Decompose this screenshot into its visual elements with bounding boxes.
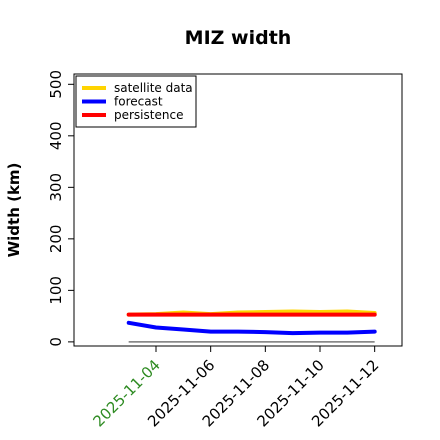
y-tick-label: 0 bbox=[47, 337, 65, 347]
series-lines bbox=[126, 309, 377, 336]
y-axis: 0 100 200 300 400 500 bbox=[47, 70, 74, 347]
legend-label: forecast bbox=[114, 95, 163, 109]
x-axis: 2025-11-042025-11-062025-11-082025-11-10… bbox=[89, 346, 382, 430]
chart-title: MIZ width bbox=[185, 27, 292, 49]
y-tick-label: 100 bbox=[47, 276, 65, 305]
y-tick-label: 300 bbox=[47, 173, 65, 202]
series-line-1 bbox=[126, 320, 377, 336]
y-tick-label: 400 bbox=[47, 121, 65, 150]
legend-label: satellite data bbox=[114, 81, 193, 95]
plot-frame bbox=[73, 73, 403, 347]
y-axis-label: Width (km) bbox=[5, 163, 23, 258]
legend-label: persistence bbox=[114, 108, 183, 122]
y-tick-label: 500 bbox=[47, 70, 65, 99]
y-tick-label: 200 bbox=[47, 225, 65, 254]
